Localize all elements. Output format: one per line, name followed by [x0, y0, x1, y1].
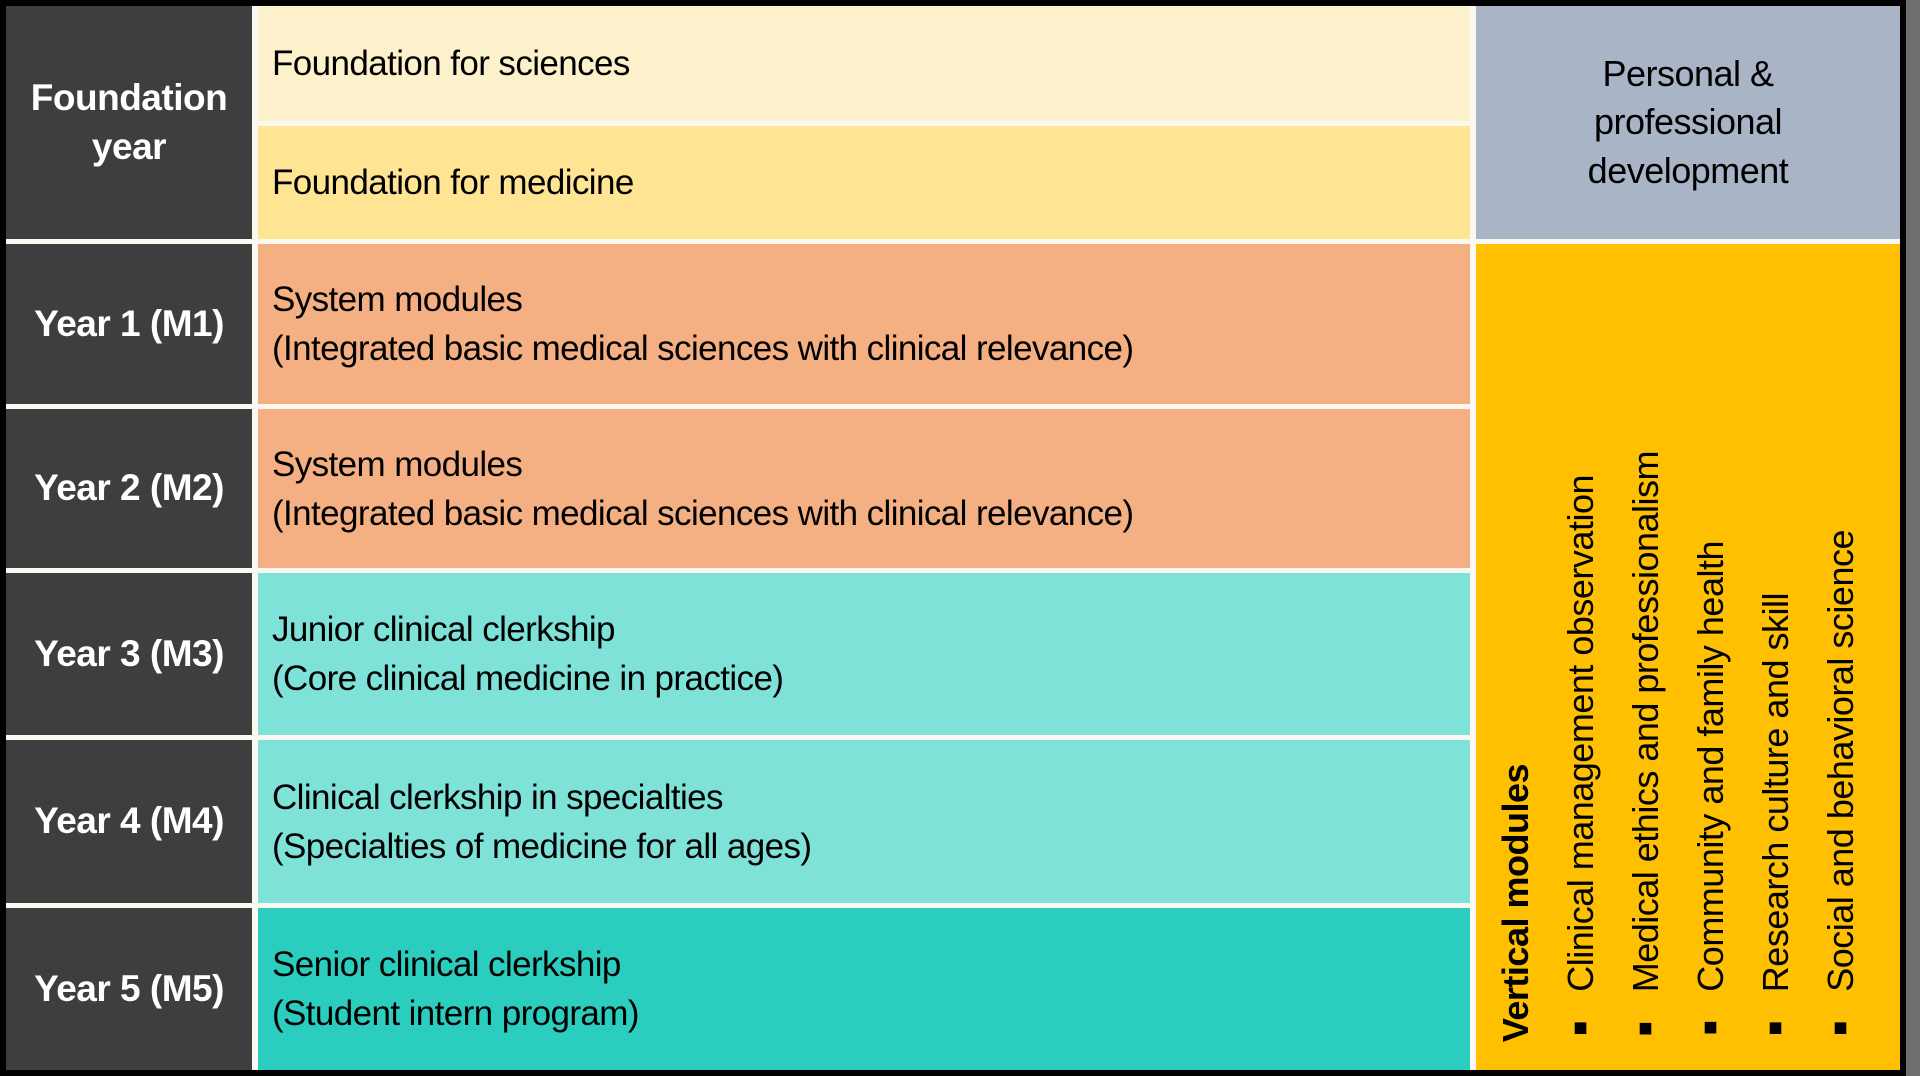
vertical-module-item-text: Community and family health [1690, 541, 1731, 992]
personal-professional-development-cell: Personal & professional development [1476, 6, 1900, 239]
year-5-module-subtitle: (Student intern program) [272, 994, 640, 1033]
vertical-modules-cell: Vertical modules ■ Clinical management o… [1476, 244, 1900, 1070]
foundation-year-label: Foundation year [30, 77, 228, 167]
year-5-module-title: Senior clinical clerkship [272, 945, 621, 984]
year-2-module-cell: System modules (Integrated basic medical… [258, 409, 1470, 568]
foundation-medicine-cell: Foundation for medicine [258, 126, 1470, 239]
year-4-module-title: Clinical clerkship in specialties [272, 777, 724, 817]
year-3-module-title: Junior clinical clerkship [272, 610, 616, 649]
bullet-square-icon: ■ [1697, 1015, 1724, 1043]
year-3-label-cell: Year 3 (M3) [6, 573, 252, 735]
bullet-square-icon: ■ [1827, 1015, 1854, 1043]
personal-professional-development-text: Personal & professional development [1587, 52, 1789, 191]
vertical-module-item-text: Medical ethics and professionalism [1625, 450, 1666, 992]
year-1-module-title: System modules [272, 280, 523, 319]
year-4-module-subtitle: (Specialties of medicine for all ages) [272, 826, 812, 866]
bullet-square-icon: ■ [1762, 1015, 1789, 1043]
vertical-module-item-community-family-health: ■ Community and family health [1690, 541, 1731, 1043]
year-4-label-cell: Year 4 (M4) [6, 740, 252, 903]
year-2-module-subtitle: (Integrated basic medical sciences with … [272, 493, 1134, 533]
vertical-module-item-text: Research culture and skill [1755, 592, 1796, 992]
vertical-modules-header-text: Vertical modules [1495, 763, 1536, 1042]
year-5-module-cell: Senior clinical clerkship (Student inter… [258, 908, 1470, 1070]
vertical-module-item-text: Social and behavioral science [1820, 530, 1861, 992]
foundation-medicine-text: Foundation for medicine [272, 163, 634, 202]
year-4-module-cell: Clinical clerkship in specialties (Speci… [258, 740, 1470, 903]
year-2-module-title: System modules [272, 444, 523, 484]
year-3-label: Year 3 (M3) [34, 632, 224, 674]
year-3-module-cell: Junior clinical clerkship (Core clinical… [258, 573, 1470, 735]
bullet-square-icon: ■ [1567, 1015, 1594, 1043]
year-3-module-subtitle: (Core clinical medicine in practice) [272, 659, 784, 698]
year-5-label-cell: Year 5 (M5) [6, 908, 252, 1070]
year-5-label: Year 5 (M5) [34, 967, 224, 1009]
vertical-module-item-medical-ethics: ■ Medical ethics and professionalism [1625, 450, 1666, 1043]
foundation-sciences-text: Foundation for sciences [272, 44, 630, 83]
year-1-module-cell: System modules (Integrated basic medical… [258, 244, 1470, 404]
year-4-label: Year 4 (M4) [34, 800, 224, 842]
year-1-label: Year 1 (M1) [34, 302, 224, 344]
year-1-label-cell: Year 1 (M1) [6, 244, 252, 404]
vertical-modules-header: Vertical modules [1495, 763, 1536, 1042]
vertical-module-item-social-behavioral: ■ Social and behavioral science [1820, 530, 1861, 1043]
vertical-module-item-research-culture: ■ Research culture and skill [1755, 592, 1796, 1043]
year-2-label-cell: Year 2 (M2) [6, 409, 252, 568]
vertical-module-item-text: Clinical management observation [1560, 475, 1601, 992]
right-edge-strip [1906, 0, 1920, 1076]
vertical-module-item-clinical-management: ■ Clinical management observation [1560, 475, 1601, 1043]
foundation-year-label-cell: Foundation year [6, 6, 252, 239]
year-1-module-subtitle: (Integrated basic medical sciences with … [272, 329, 1134, 368]
bullet-square-icon: ■ [1632, 1015, 1659, 1043]
foundation-sciences-cell: Foundation for sciences [258, 6, 1470, 121]
year-2-label: Year 2 (M2) [34, 467, 224, 509]
